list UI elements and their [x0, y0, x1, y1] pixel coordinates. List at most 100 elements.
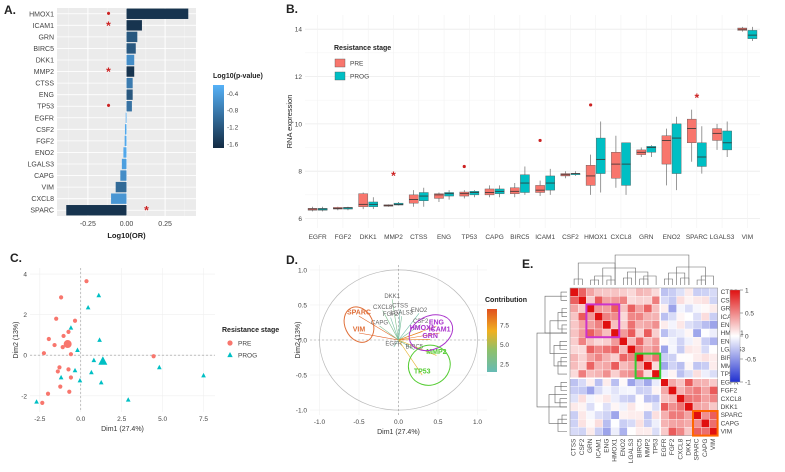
legend-item-pre: PRE: [350, 61, 364, 68]
heatmap-cell: [586, 419, 595, 428]
heatmap-cell: [676, 402, 685, 412]
highlight-box-2: [692, 410, 719, 437]
heatmap-cell: [569, 337, 579, 346]
heatmap-cell: [578, 353, 587, 362]
heatmap-cell: [602, 369, 612, 379]
heatmap-cell: [586, 328, 595, 338]
y-tick-label: -2: [21, 393, 27, 400]
legend-tick-label: -0.8: [227, 108, 239, 115]
point-prog: [125, 397, 131, 402]
heatmap-cell: [635, 353, 644, 362]
heatmap-cell: [684, 394, 694, 403]
bar-eno2: [123, 147, 127, 158]
heatmap-cell: [594, 394, 603, 403]
heatmap-cell: [610, 427, 620, 436]
row-label-eno2: ENO2: [721, 338, 739, 345]
heatmap-cell: [676, 312, 685, 321]
x-tick-label: 0.5: [433, 419, 442, 426]
heatmap-cell: [692, 394, 702, 403]
variable-label-dkk1: DKK1: [384, 294, 400, 300]
heatmap-cell: [709, 296, 718, 305]
heatmap-cell: [578, 345, 587, 354]
heatmap-cell: [627, 353, 636, 362]
heatmap-cell: [627, 287, 636, 297]
heatmap-cell: [660, 287, 669, 297]
point-prog: [156, 364, 162, 370]
centroid-prog: [98, 356, 108, 365]
box-pre-capg: [484, 188, 495, 196]
point-pre: [52, 342, 57, 348]
variable-label-eng: ENG: [429, 319, 445, 326]
y-tick-label: 0.5: [298, 302, 307, 309]
heatmap-cell: [668, 394, 677, 403]
legend-title: Resistance stage: [334, 45, 391, 52]
point-pre: [68, 352, 74, 357]
variable-label-capg: CAPG: [371, 320, 388, 326]
arrow-dkk1: [391, 299, 399, 341]
column-label-mmp2: MMP2: [645, 438, 652, 457]
heatmap-cell: [701, 386, 710, 395]
heatmap-cell: [627, 345, 636, 354]
row-label-csf2: CSF2: [721, 297, 738, 304]
category-label-fgf2: FGF2: [36, 138, 54, 145]
heatmap-cell: [709, 419, 718, 428]
heatmap-cell: [619, 410, 628, 420]
heatmap-cell: [569, 353, 579, 362]
point-pre: [151, 354, 156, 359]
heatmap-cell: [676, 287, 685, 297]
heatmap-cell: [668, 378, 677, 387]
column-label-eno2: ENO2: [620, 438, 627, 456]
bar-csf2: [124, 124, 127, 135]
point-prog: [34, 399, 39, 404]
heatmap-cell: [684, 337, 694, 346]
dendrogram-branch: [544, 295, 567, 334]
dendrogram-branch: [643, 275, 657, 285]
box-pre-birc5: [510, 187, 520, 194]
heatmap-cell: [643, 419, 653, 428]
column-label-icam1: ICAM1: [595, 438, 602, 458]
variable-label-cxcl8: CXCL8: [373, 305, 393, 311]
heatmap-cell: [643, 386, 653, 395]
heatmap-cell: [668, 353, 677, 362]
heatmap-cell: [627, 296, 636, 305]
heatmap-cell: [643, 304, 653, 313]
heatmap-cell: [668, 287, 677, 297]
legend-tick-label: 2.5: [500, 362, 509, 369]
heatmap-cell: [627, 427, 636, 436]
heatmap-cell: [610, 361, 620, 371]
panel-d-pca-biplot: -1.0 -0.5 0.0 0.5 1.0 -1.0 -0.5 0.0 0.5 1.0 Dim1 (…: [295, 265, 527, 436]
heatmap-cell: [709, 369, 718, 379]
heatmap-cell: [692, 419, 702, 428]
heatmap-cell: [709, 312, 718, 321]
heatmap-cell: [569, 402, 579, 412]
heatmap-cell: [643, 296, 653, 305]
heatmap-cell: [684, 296, 694, 305]
point-prog: [91, 357, 97, 363]
heatmap-cell: [701, 296, 710, 305]
heatmap-cell: [651, 353, 661, 362]
column-label-csf2: CSF2: [579, 438, 586, 455]
heatmap-cell: [660, 410, 669, 420]
heatmap-cell: [676, 394, 685, 403]
category-label-eng: ENG: [437, 234, 451, 241]
heatmap-cell: [602, 361, 612, 371]
group-ellipse-0: [343, 306, 375, 343]
x-tick-label: 2.5: [117, 416, 126, 423]
bar-mmp2: [126, 66, 135, 77]
heatmap-cell: [610, 312, 620, 321]
heatmap-cell: [627, 394, 636, 403]
heatmap-cell: [668, 304, 677, 313]
heatmap-cell: [578, 402, 587, 412]
bar-capg: [120, 170, 127, 181]
point-prog: [85, 304, 91, 310]
bar-ctss: [126, 77, 133, 89]
column-label-vim: VIM: [710, 439, 717, 451]
heatmap-cell: [586, 287, 595, 297]
heatmap-cell: [610, 378, 620, 387]
heatmap-cell: [602, 345, 612, 354]
point-pre: [84, 279, 89, 284]
point-prog: [201, 372, 206, 378]
heatmap-cell: [684, 328, 694, 338]
y-tick-label: 4: [23, 272, 27, 279]
heatmap-cell: [627, 378, 636, 387]
